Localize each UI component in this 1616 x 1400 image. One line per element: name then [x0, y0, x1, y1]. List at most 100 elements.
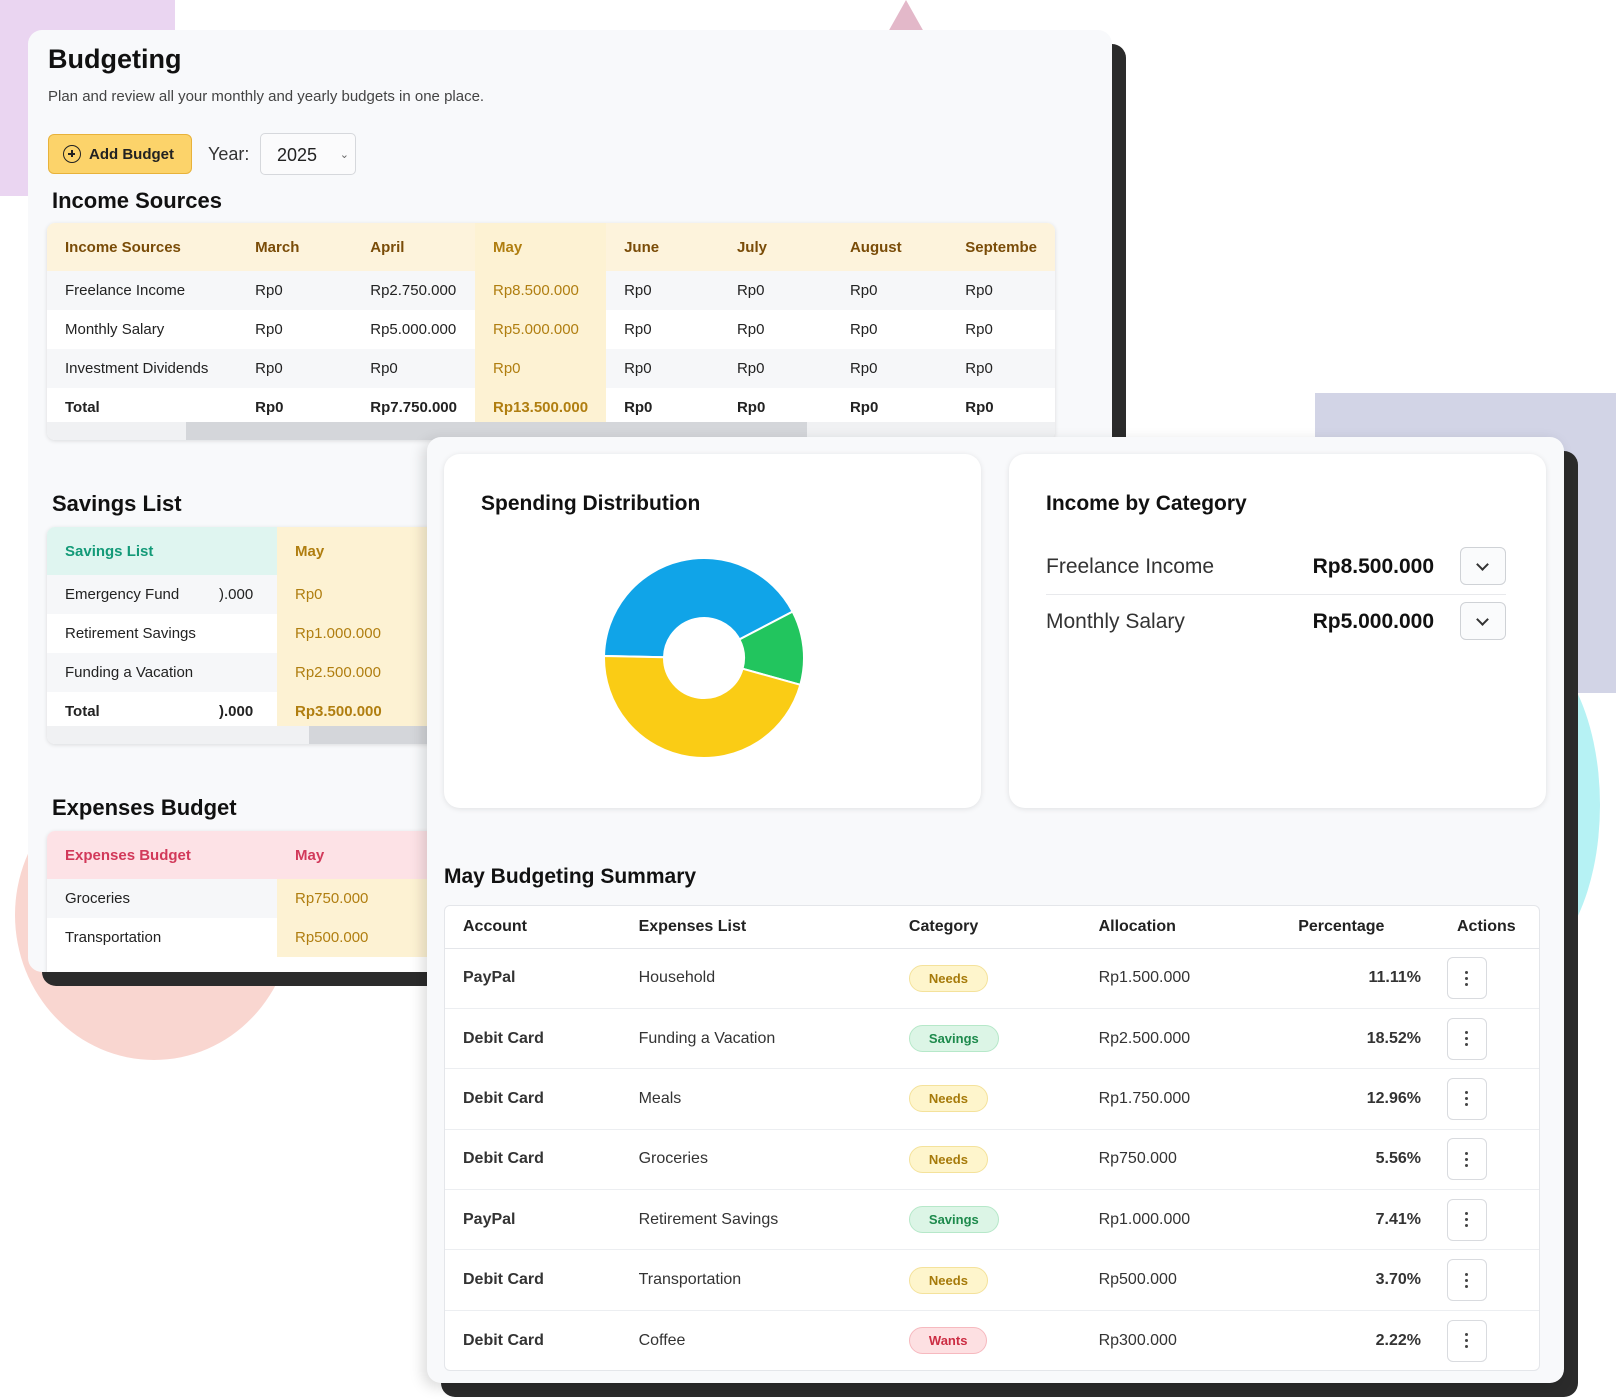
column-header: July: [718, 223, 832, 271]
actions-cell: [1438, 1189, 1539, 1251]
allocation-value: Rp750.000: [1080, 1129, 1281, 1191]
overview-panel: Spending Distribution Income by Category…: [427, 437, 1564, 1383]
scrollbar-thumb[interactable]: [309, 726, 447, 744]
horizontal-scrollbar[interactable]: [47, 726, 447, 744]
kebab-dot-icon: [1465, 1097, 1469, 1101]
actions-cell: [1438, 948, 1539, 1009]
column-header: Septembe: [947, 223, 1055, 271]
column-header: Category: [890, 906, 1081, 949]
expense-name: Household: [620, 948, 891, 1009]
income-category-amount: Rp5.000.000: [1312, 610, 1434, 633]
more-actions-button[interactable]: [1446, 1198, 1487, 1241]
table-cell: Rp0: [624, 399, 653, 416]
table-cell: Rp0: [718, 349, 832, 388]
expense-name: Retirement Savings: [620, 1189, 891, 1251]
summary-table: Account Expenses List Category Allocatio…: [445, 906, 1539, 1370]
expenses-budget-table: Expenses Budget May Groceries Rp750.000 Tr…: [47, 831, 447, 957]
row-label: Transportation: [65, 929, 162, 946]
allocation-value: Rp1.500.000: [1080, 948, 1281, 1009]
kebab-dot-icon: [1465, 1218, 1469, 1222]
allocation-value: Rp1.750.000: [1080, 1068, 1281, 1130]
more-actions-button[interactable]: [1446, 957, 1487, 1000]
kebab-dot-icon: [1465, 1157, 1469, 1161]
column-header: [215, 527, 277, 575]
page-title: Budgeting: [48, 44, 182, 74]
percentage-value: 7.41%: [1280, 1189, 1439, 1251]
actions-cell: [1438, 1068, 1539, 1130]
percentage-value: 5.56%: [1280, 1129, 1439, 1191]
actions-cell: [1438, 1249, 1539, 1311]
kebab-dot-icon: [1465, 1163, 1469, 1167]
kebab-dot-icon: [1465, 1272, 1469, 1276]
summary-table-card: Account Expenses List Category Allocatio…: [444, 905, 1540, 1371]
allocation-value: Rp2.500.000: [1080, 1008, 1281, 1070]
chevron-down-icon: [1476, 558, 1489, 571]
year-select[interactable]: 2025 ⌄: [260, 133, 356, 175]
expenses-budget-table-card: Expenses Budget May Groceries Rp750.000 Tr…: [47, 831, 447, 972]
expenses-budget-title: Expenses Budget: [52, 795, 237, 820]
table-header-row: Income Sources March April May June July…: [47, 223, 1055, 271]
table-cell: Rp8.500.000: [474, 271, 607, 310]
donut-slice-3[interactable]: [603, 654, 802, 759]
add-budget-button[interactable]: Add Budget: [48, 134, 192, 174]
income-category-amount: Rp8.500.000: [1312, 555, 1434, 578]
account-link[interactable]: PayPal: [445, 948, 621, 1009]
percentage-value: 2.22%: [1375, 1331, 1421, 1349]
table-row: Groceries Rp750.000: [47, 879, 447, 918]
spending-distribution-title: Spending Distribution: [481, 492, 701, 515]
income-sources-title: Income Sources: [52, 188, 222, 213]
table-cell: Rp0: [474, 349, 607, 388]
table-cell: Rp0: [965, 321, 993, 338]
account-link[interactable]: Debit Card: [445, 1068, 621, 1130]
category-badge: Needs: [908, 1085, 988, 1113]
percentage-value: 18.52%: [1280, 1008, 1439, 1070]
category-badge: Savings: [908, 1025, 999, 1053]
actions-cell: [1438, 1129, 1539, 1191]
account-link[interactable]: Debit Card: [445, 1249, 621, 1311]
more-actions-button[interactable]: [1446, 1077, 1487, 1120]
account-link[interactable]: Debit Card: [463, 1331, 544, 1349]
expand-dropdown-button[interactable]: [1460, 547, 1506, 585]
table-row: Debit Card Funding a Vacation Savings Rp2.5…: [445, 1008, 1539, 1070]
kebab-dot-icon: [1465, 1103, 1469, 1107]
more-actions-button[interactable]: [1446, 1138, 1487, 1181]
income-by-category-title: Income by Category: [1046, 492, 1247, 515]
actions-cell: [1438, 1008, 1539, 1070]
horizontal-scrollbar[interactable]: [47, 422, 1055, 440]
decor-triangle: [888, 0, 924, 32]
account-link[interactable]: Debit Card: [445, 1008, 621, 1070]
table-cell: Rp0: [277, 575, 447, 614]
allocation-value: Rp300.000: [1098, 1331, 1177, 1349]
column-header: March: [237, 223, 353, 271]
table-cell: Rp0: [947, 271, 1055, 310]
table-cell: Rp0: [606, 271, 719, 310]
table-cell: Rp13.500.000: [474, 388, 607, 427]
account-link[interactable]: Debit Card: [445, 1129, 621, 1191]
category-cell: Needs: [890, 948, 1081, 1009]
table-row: Monthly Salary Rp0 Rp5.000.000 Rp5.000.000 R…: [47, 310, 1055, 349]
table-header-row: Savings List May: [47, 527, 447, 575]
scrollbar-thumb[interactable]: [186, 422, 807, 440]
donut-slice-1[interactable]: [602, 557, 794, 659]
expand-dropdown-button[interactable]: [1460, 602, 1506, 640]
more-actions-button[interactable]: [1446, 1259, 1487, 1302]
table-cell: Rp0: [965, 399, 994, 416]
percentage-value: 12.96%: [1280, 1068, 1439, 1130]
more-actions-button[interactable]: [1446, 1017, 1487, 1060]
account-link[interactable]: PayPal: [445, 1189, 621, 1251]
column-header: Income Sources: [47, 223, 238, 271]
table-cell: ).000: [219, 703, 254, 720]
column-header: May: [277, 831, 447, 879]
column-header: April: [352, 223, 475, 271]
table-cell: Rp0: [849, 399, 879, 416]
kebab-dot-icon: [1465, 1031, 1469, 1035]
table-row: Debit Card Meals Needs Rp1.750.000 12.96%: [445, 1068, 1539, 1130]
table-cell: Rp0: [237, 349, 353, 388]
plus-circle-icon: [63, 145, 81, 163]
income-category-row: Monthly Salary Rp5.000.000: [1046, 596, 1506, 650]
table-cell: [215, 614, 277, 653]
table-cell: Rp0: [831, 349, 948, 388]
more-actions-button[interactable]: [1446, 1319, 1487, 1362]
income-category-row: Freelance Income Rp8.500.000: [1046, 541, 1506, 595]
row-label: Total: [65, 399, 100, 416]
